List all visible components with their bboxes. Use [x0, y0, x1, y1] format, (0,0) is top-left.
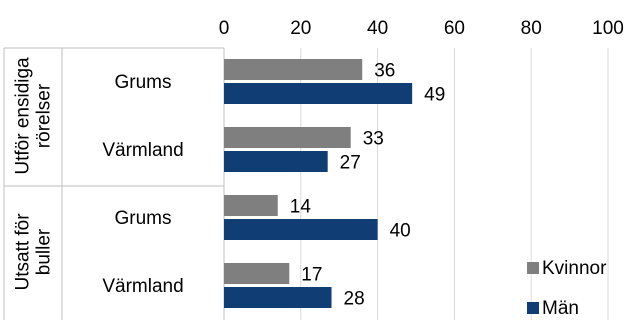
bar-kvinnor — [224, 59, 363, 80]
bar-kvinnor — [224, 263, 290, 284]
data-label: 40 — [390, 221, 411, 242]
legend-swatch — [527, 262, 539, 274]
category-label: Grums — [115, 72, 172, 93]
data-label: 49 — [424, 85, 445, 106]
x-tick-label: 60 — [444, 18, 465, 39]
x-tick-label: 0 — [219, 18, 230, 39]
category-label: Värmland — [102, 140, 183, 161]
data-label: 33 — [363, 129, 384, 150]
data-label: 14 — [290, 197, 312, 218]
x-tick-label: 40 — [367, 18, 388, 39]
bar-män — [224, 219, 378, 240]
x-tick-label: 20 — [290, 18, 311, 39]
x-tick-label: 80 — [521, 18, 542, 39]
legend-label: Kvinnor — [542, 258, 607, 279]
group-label: Utsatt för — [13, 213, 34, 291]
category-label: Värmland — [102, 276, 183, 297]
group-label: rörelser — [34, 83, 55, 148]
bar-män — [224, 287, 332, 308]
data-label: 36 — [374, 61, 395, 82]
data-label: 17 — [301, 265, 322, 286]
x-tick-label: 100 — [592, 18, 624, 39]
bar-kvinnor — [224, 195, 278, 216]
data-label: 28 — [344, 289, 365, 310]
bar-män — [224, 83, 413, 104]
legend-label: Män — [542, 298, 579, 319]
data-label: 27 — [340, 153, 361, 174]
category-label: Grums — [115, 208, 172, 229]
bar-män — [224, 151, 328, 172]
group-label: buller — [34, 228, 55, 275]
group-label: Utför ensidiga — [13, 57, 34, 175]
legend-swatch — [527, 302, 539, 314]
bar-kvinnor — [224, 127, 351, 148]
